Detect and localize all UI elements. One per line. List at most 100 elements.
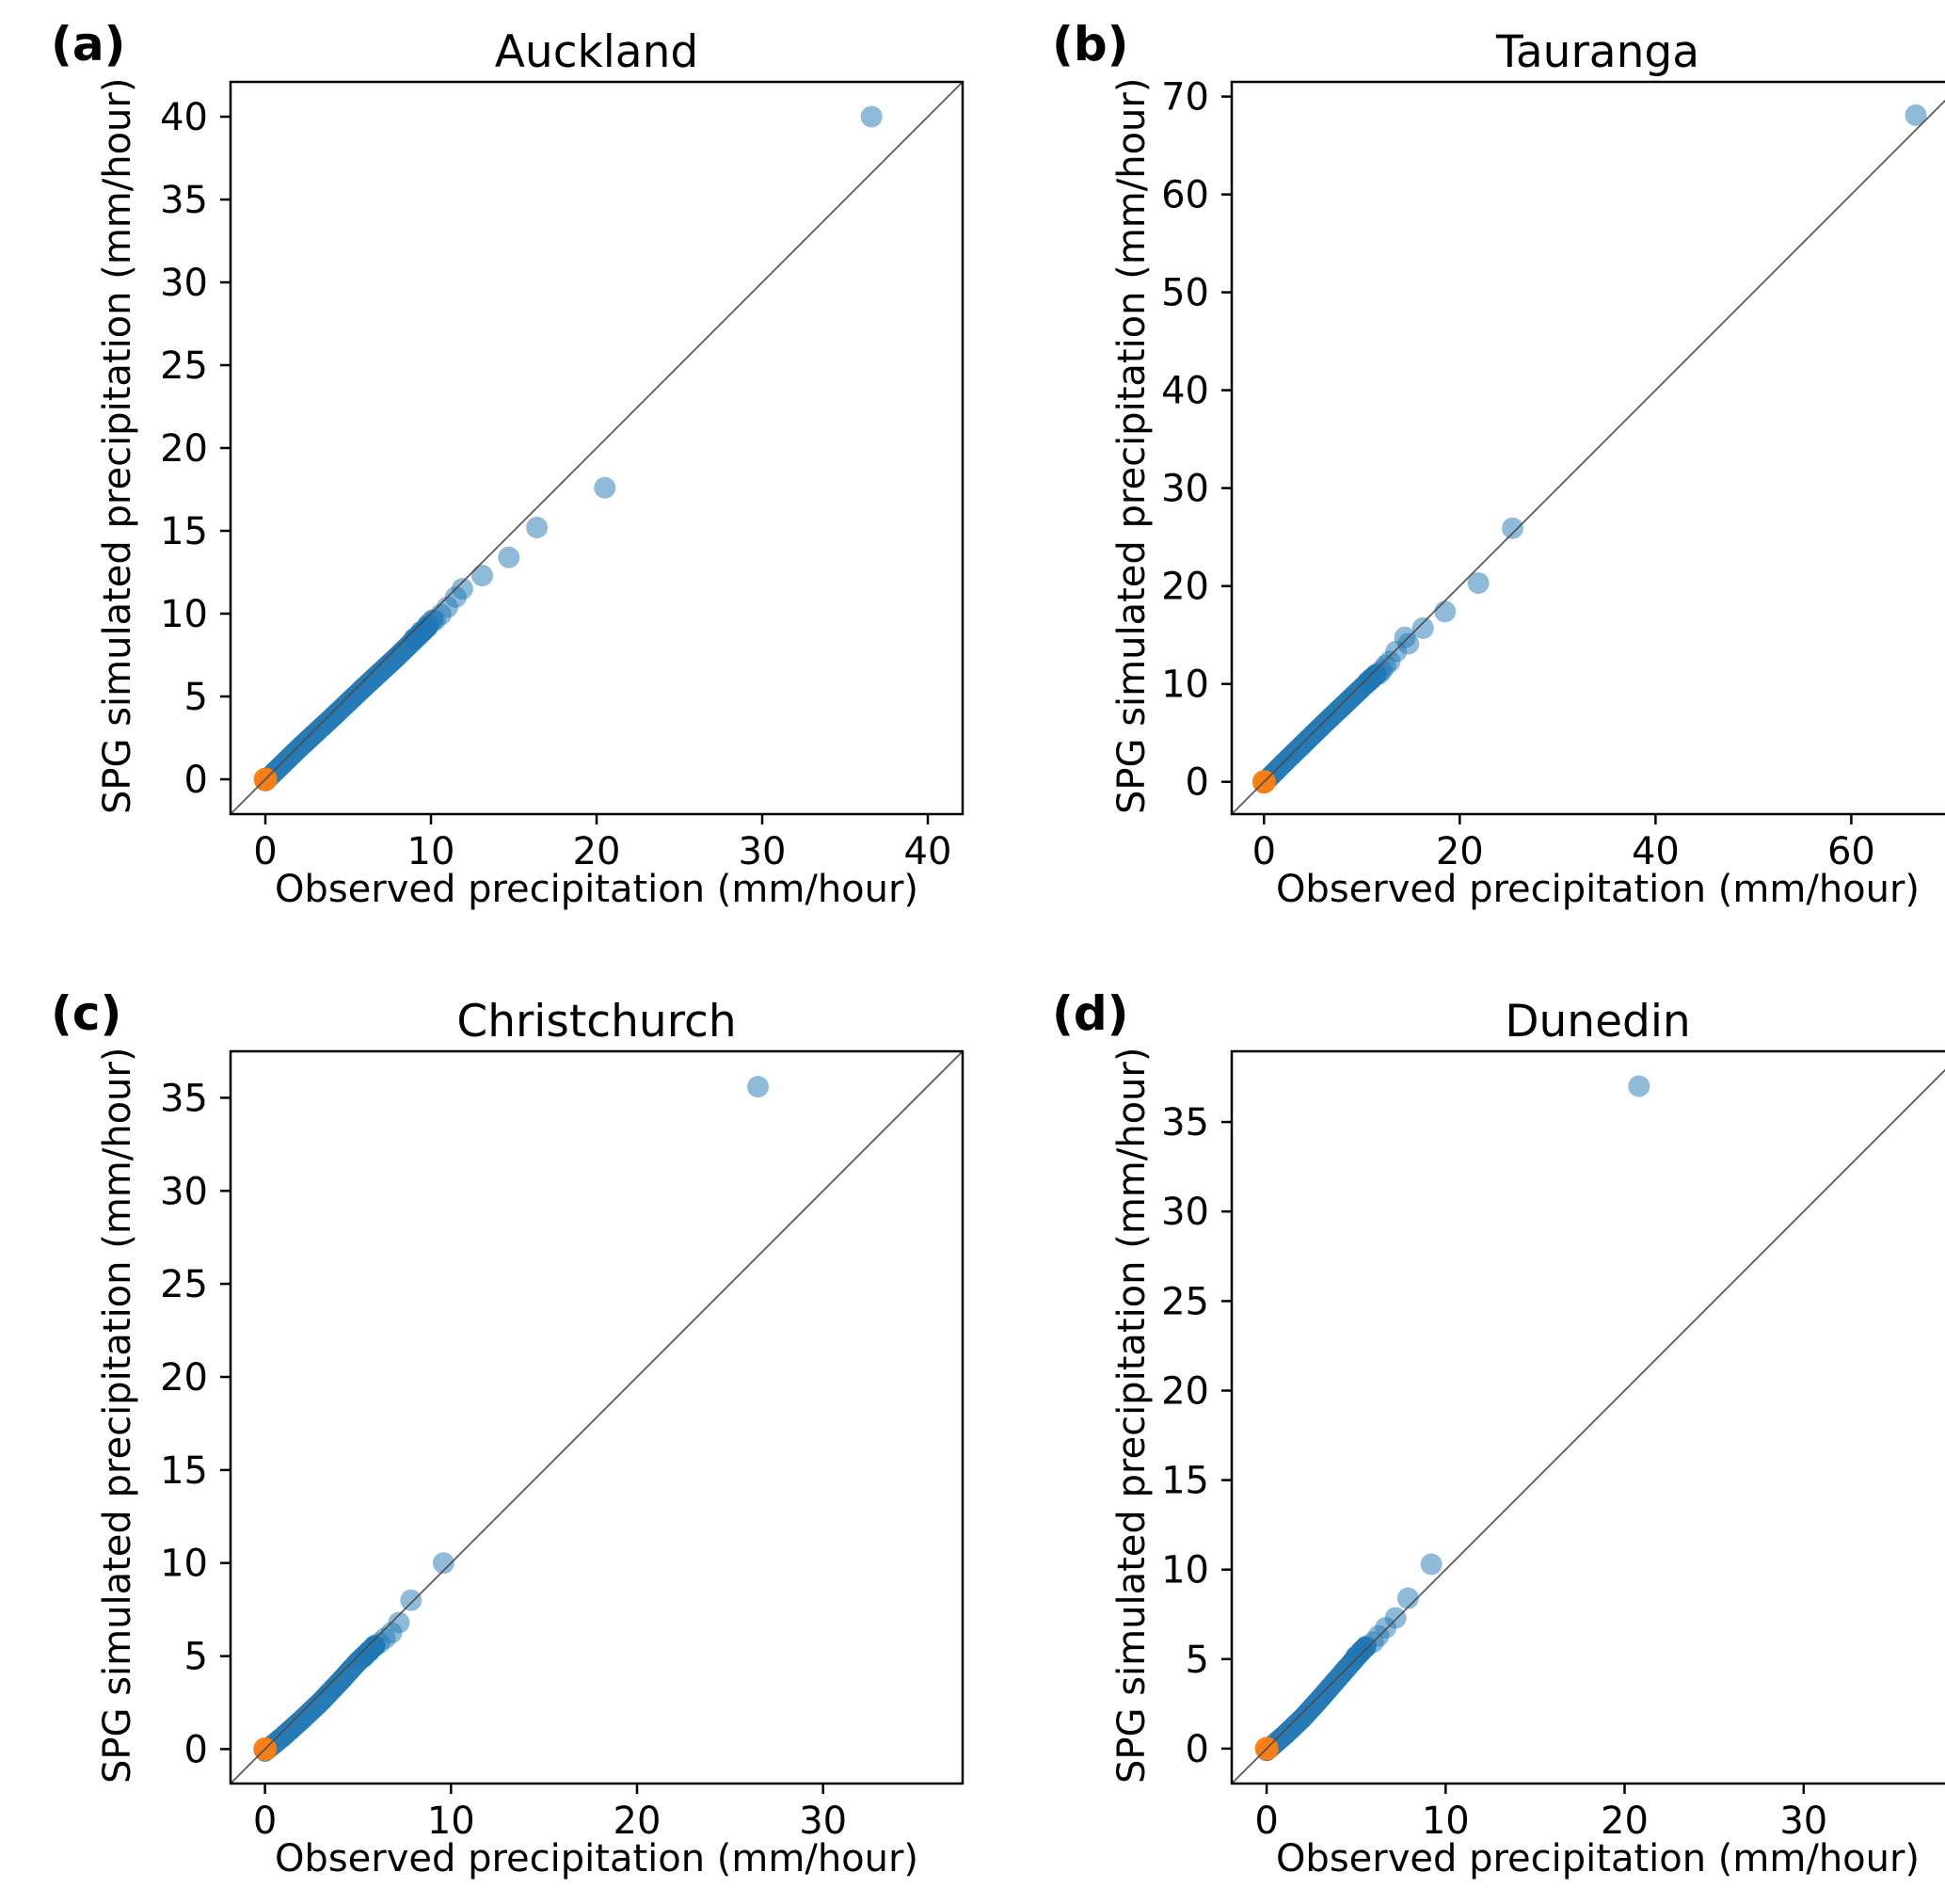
scatter-point bbox=[1396, 1587, 1419, 1609]
y-tick-label: 35 bbox=[160, 179, 208, 222]
y-tick-label: 10 bbox=[1161, 664, 1209, 707]
y-tick-label: 25 bbox=[160, 344, 208, 388]
y-tick-label: 10 bbox=[160, 1543, 208, 1586]
dense-quantile-band bbox=[1253, 664, 1386, 793]
x-tick-label: 30 bbox=[1779, 1800, 1827, 1843]
y-tick-label: 25 bbox=[1161, 1280, 1209, 1323]
scatter-point bbox=[1467, 572, 1490, 594]
x-tick-label: 40 bbox=[904, 830, 952, 873]
y-tick-label: 0 bbox=[1186, 1728, 1209, 1771]
x-tick-label: 60 bbox=[1827, 830, 1875, 873]
y-tick-label: 5 bbox=[1186, 1639, 1209, 1682]
x-axis-label: Observed precipitation (mm/hour) bbox=[1275, 1837, 1921, 1880]
scatter-point bbox=[1411, 616, 1434, 639]
panel-letter: (b) bbox=[1052, 17, 1129, 72]
qq-plot-tauranga: 0 20 40 60 0 10 20 30 40 50 60 70 bbox=[1161, 76, 1945, 873]
identity-line bbox=[230, 81, 964, 815]
axes-box bbox=[1230, 80, 1945, 816]
panel-title: Auckland bbox=[494, 26, 699, 78]
y-tick-label: 0 bbox=[184, 759, 208, 802]
y-tick-label: 15 bbox=[160, 510, 208, 553]
panel-letter: (c) bbox=[51, 986, 122, 1041]
y-tick-label: 25 bbox=[160, 1263, 208, 1306]
axes-box bbox=[229, 1049, 965, 1785]
x-tick-label: 0 bbox=[253, 1800, 277, 1843]
y-tick-label: 10 bbox=[160, 593, 208, 636]
scatter-point bbox=[1420, 1553, 1443, 1576]
scatter-point bbox=[526, 517, 549, 538]
panel-title: Tauranga bbox=[1495, 26, 1700, 78]
scatter-point bbox=[400, 1589, 422, 1611]
y-tick-label: 30 bbox=[160, 262, 208, 305]
y-tick-label: 30 bbox=[1161, 1191, 1209, 1234]
x-tick-label: 10 bbox=[407, 830, 455, 873]
panel-title: Dunedin bbox=[1505, 996, 1691, 1048]
panel-title: Christchurch bbox=[456, 996, 737, 1048]
x-axis-label: Observed precipitation (mm/hour) bbox=[1275, 868, 1921, 911]
scatter-point bbox=[1502, 517, 1523, 539]
x-tick-label: 40 bbox=[1632, 830, 1680, 873]
scatter-point bbox=[368, 1632, 391, 1655]
y-tick-label: 70 bbox=[1161, 76, 1209, 120]
qq-panel-tauranga: (b) Tauranga 0 20 40 60 0 10 20 30 40 50 60 70 Obse… bbox=[1011, 15, 1945, 935]
y-tick-label: 35 bbox=[160, 1077, 208, 1120]
panel-letter: (a) bbox=[51, 17, 126, 72]
x-tick-label: 0 bbox=[1254, 1800, 1278, 1843]
y-axis-label: SPG simulated precipitation (mm/hour) bbox=[96, 1047, 139, 1784]
scatter-point bbox=[432, 1552, 454, 1575]
y-tick-label: 20 bbox=[160, 427, 208, 471]
y-tick-label: 30 bbox=[1161, 468, 1209, 511]
x-axis-label: Observed precipitation (mm/hour) bbox=[274, 868, 919, 911]
y-axis-label: SPG simulated precipitation (mm/hour) bbox=[1110, 77, 1154, 814]
x-tick-label: 20 bbox=[1601, 1800, 1649, 1843]
qq-plot-dunedin: 0 10 20 30 0 5 10 15 20 25 30 35 bbox=[1161, 1049, 1945, 1843]
scatter-point bbox=[423, 609, 446, 632]
qq-panel-christchurch: (c) Christchurch 0 10 20 30 0 5 10 15 20 25 30 35 O… bbox=[38, 984, 1010, 1904]
x-tick-label: 10 bbox=[1422, 1800, 1470, 1843]
identity-line bbox=[1231, 1068, 1945, 1784]
y-axis-label: SPG simulated precipitation (mm/hour) bbox=[96, 77, 139, 814]
scatter-point bbox=[498, 546, 520, 568]
qq-plot-christchurch: 0 10 20 30 0 5 10 15 20 25 30 35 bbox=[160, 1049, 965, 1843]
y-tick-label: 20 bbox=[1161, 566, 1209, 609]
scatter-point bbox=[747, 1076, 769, 1098]
y-tick-label: 5 bbox=[184, 676, 208, 719]
y-tick-label: 0 bbox=[184, 1728, 208, 1771]
y-tick-label: 40 bbox=[160, 96, 208, 139]
y-tick-label: 35 bbox=[1161, 1101, 1209, 1144]
scatter-point bbox=[860, 105, 883, 128]
x-tick-label: 30 bbox=[739, 830, 787, 873]
identity-line bbox=[230, 1050, 964, 1784]
y-tick-label: 20 bbox=[1161, 1370, 1209, 1414]
y-tick-label: 20 bbox=[160, 1356, 208, 1400]
scatter-point bbox=[1434, 600, 1457, 623]
qq-panel-dunedin: (d) Dunedin 0 10 20 30 0 5 10 15 20 25 30 35 Observ… bbox=[1011, 984, 1945, 1904]
x-tick-label: 0 bbox=[253, 830, 277, 873]
scatter-point bbox=[594, 476, 616, 499]
x-tick-label: 10 bbox=[427, 1800, 475, 1843]
y-tick-label: 15 bbox=[1161, 1460, 1209, 1503]
qq-panel-auckland: (a) Auckland 0 10 20 30 40 0 5 10 15 20 25 30 35 40 O… bbox=[38, 15, 1010, 935]
x-tick-label: 0 bbox=[1252, 830, 1276, 873]
x-tick-label: 30 bbox=[799, 1800, 847, 1843]
y-tick-label: 60 bbox=[1161, 174, 1209, 217]
y-tick-label: 50 bbox=[1161, 272, 1209, 315]
y-tick-label: 0 bbox=[1186, 761, 1209, 805]
y-tick-label: 30 bbox=[160, 1170, 208, 1213]
y-tick-label: 15 bbox=[160, 1449, 208, 1493]
scatter-point bbox=[1628, 1075, 1650, 1097]
y-tick-label: 5 bbox=[184, 1636, 208, 1679]
panel-letter: (d) bbox=[1052, 986, 1129, 1041]
scatter-point bbox=[1368, 663, 1390, 685]
qq-plot-auckland: 0 10 20 30 40 0 5 10 15 20 25 30 35 40 bbox=[160, 80, 965, 873]
axes-box bbox=[1230, 1049, 1945, 1785]
dense-quantile-band bbox=[255, 616, 438, 792]
scatter-point bbox=[471, 565, 493, 586]
y-axis-label: SPG simulated precipitation (mm/hour) bbox=[1110, 1047, 1154, 1784]
scatter-point bbox=[1905, 104, 1927, 126]
y-tick-label: 10 bbox=[1161, 1549, 1209, 1592]
x-axis-label: Observed precipitation (mm/hour) bbox=[274, 1837, 919, 1880]
identity-line bbox=[1231, 99, 1945, 815]
x-tick-label: 20 bbox=[573, 830, 621, 873]
x-tick-label: 20 bbox=[1436, 830, 1484, 873]
